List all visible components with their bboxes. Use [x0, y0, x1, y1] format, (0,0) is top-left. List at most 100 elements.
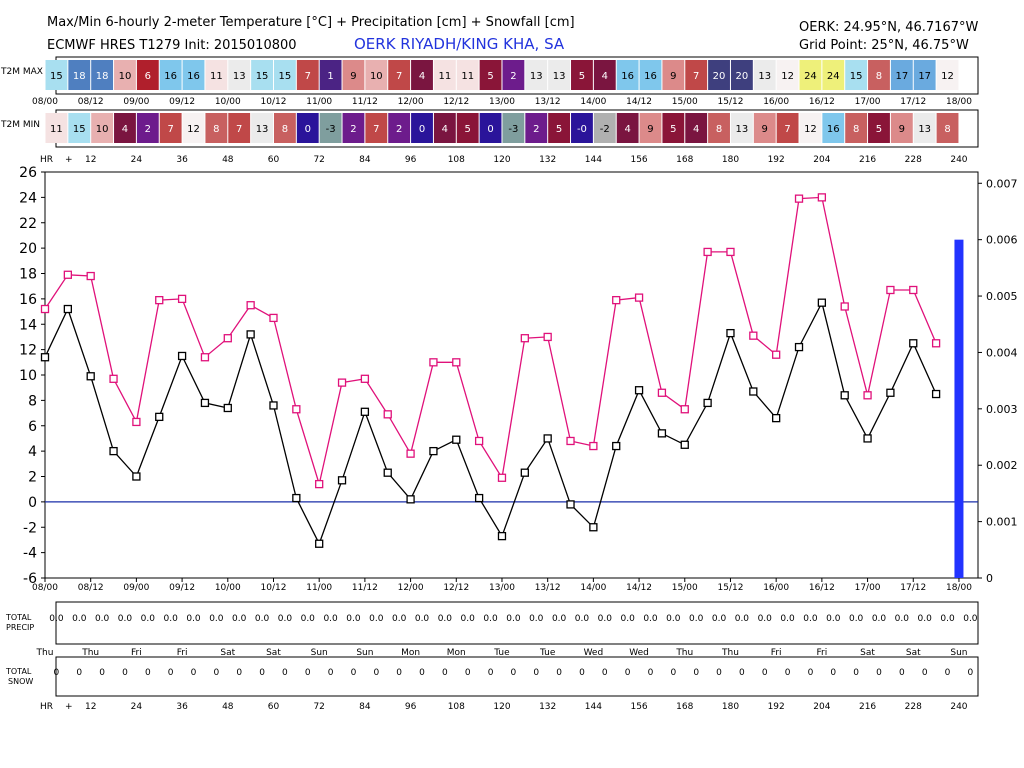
- x-tick-label: 11/00: [306, 583, 332, 593]
- precip-tick-label: 0.007: [986, 177, 1018, 190]
- t2m-max-label: T2M MAX: [0, 67, 43, 77]
- total-snow-value: 0: [168, 668, 174, 678]
- min-temp-cell-label: 15: [73, 124, 86, 135]
- max-temp-cell-label: 17: [895, 71, 908, 82]
- x-tick-label: 12/00: [398, 97, 424, 107]
- y-tick-label: 0: [28, 495, 37, 511]
- total-snow-value: 0: [785, 668, 791, 678]
- total-snow-value: 0: [739, 668, 745, 678]
- data-point-max: [406, 449, 415, 458]
- min-temp-cell: [319, 113, 342, 143]
- total-precip-value: 0.0: [186, 614, 201, 624]
- data-point-min: [406, 495, 415, 504]
- total-snow-value: 0: [602, 668, 608, 678]
- data-point-max: [177, 294, 187, 304]
- x-tick-label: 16/12: [809, 97, 835, 107]
- data-point-min: [634, 386, 644, 395]
- x-tick-label: 13/00: [489, 583, 515, 593]
- hr-label: 240: [950, 702, 967, 712]
- min-temp-cell: [251, 113, 273, 143]
- data-point-max: [680, 405, 689, 414]
- precip-tick-label: 0: [986, 572, 993, 585]
- day-label: Wed: [629, 648, 649, 658]
- max-temp-cell-label: 15: [850, 71, 863, 82]
- grid-point: Grid Point: 25°N, 46.75°W: [799, 38, 969, 53]
- hr-label: 96: [405, 702, 417, 712]
- min-temp-cell: [159, 113, 182, 143]
- total-snow-value: 0: [625, 668, 631, 678]
- max-temp-cell-label: 11: [438, 71, 451, 82]
- total-precip-value: 0.0: [780, 614, 795, 624]
- total-snow-value: 0: [830, 668, 836, 678]
- data-point-min: [497, 531, 507, 541]
- data-point-max: [200, 353, 210, 362]
- max-temp-cell: [502, 60, 525, 90]
- max-temp-cell-label: 20: [736, 71, 749, 82]
- total-precip-value: 0.0: [620, 614, 635, 624]
- data-point-max: [817, 193, 827, 202]
- min-temp-cell: [68, 113, 91, 143]
- max-temp-cell: [411, 60, 433, 90]
- total-snow-value: 0: [54, 668, 60, 678]
- min-temp-cell-label: 5: [670, 124, 676, 135]
- data-point-min: [726, 328, 735, 338]
- data-point-min: [429, 446, 438, 456]
- y-tick-label: 22: [19, 216, 37, 232]
- total-precip-value: 0.0: [963, 614, 978, 624]
- y-tick-label: -2: [23, 520, 37, 536]
- series-line-max: [44, 196, 937, 487]
- day-label: Thu: [675, 648, 693, 658]
- y-tick-label: 24: [19, 190, 37, 206]
- x-tick-label: 13/00: [489, 97, 515, 107]
- total-snow-value: 0: [328, 668, 334, 678]
- y-tick-label: 14: [19, 317, 37, 333]
- x-tick-label: 15/12: [718, 583, 744, 593]
- min-temp-cell-label: -2: [600, 124, 610, 135]
- data-point-min: [909, 339, 918, 348]
- data-point-max: [703, 247, 712, 257]
- min-temp-cell: [91, 113, 114, 143]
- total-snow-value: 0: [511, 668, 517, 678]
- x-tick-label: 15/00: [672, 97, 698, 107]
- data-point-min: [772, 413, 781, 423]
- min-temp-cell-label: -3: [326, 124, 336, 135]
- data-point-max: [383, 410, 392, 419]
- x-tick-label: 17/12: [900, 583, 926, 593]
- max-temp-cell-label: 5: [487, 71, 493, 82]
- data-point-min: [612, 441, 621, 451]
- total-precip-value: 0.0: [643, 614, 658, 624]
- total-snow-value: 0: [305, 668, 311, 678]
- hr-label: 24: [131, 155, 143, 165]
- data-point-min: [360, 407, 370, 416]
- min-temp-cell-label: 0: [305, 124, 311, 135]
- min-temp-cell-label: -0: [577, 124, 587, 135]
- hr-label: 60: [268, 155, 280, 165]
- day-label: Thu: [721, 648, 739, 658]
- min-temp-cell: [456, 113, 479, 143]
- data-point-max: [40, 304, 50, 314]
- x-tick-label: 12/00: [398, 583, 424, 593]
- total-snow-value: 0: [419, 668, 425, 678]
- min-temp-cell: [342, 113, 365, 143]
- data-point-max: [840, 302, 849, 311]
- min-temp-cell: [753, 113, 776, 143]
- y-tick-label: 8: [28, 393, 37, 409]
- min-temp-cell-label: -3: [508, 124, 518, 135]
- data-point-min: [863, 434, 872, 443]
- min-temp-cell: [845, 113, 868, 143]
- max-temp-cell: [251, 60, 273, 90]
- data-point-max: [246, 301, 255, 310]
- x-tick-label: 09/00: [123, 97, 149, 107]
- total-snow-label-2: SNOW: [8, 677, 33, 686]
- total-precip-value: 0.0: [209, 614, 224, 624]
- min-temp-cell-label: 13: [256, 124, 269, 135]
- max-temp-cell: [342, 60, 365, 90]
- max-temp-cell-label: 13: [553, 71, 566, 82]
- data-point-max: [86, 271, 95, 281]
- data-point-min: [86, 372, 95, 381]
- hr-label: 192: [768, 155, 785, 165]
- hr-label: 48: [222, 702, 234, 712]
- hr-plus-top: +: [65, 155, 73, 165]
- min-temp-cell: [890, 113, 913, 143]
- max-temp-cell: [845, 60, 868, 90]
